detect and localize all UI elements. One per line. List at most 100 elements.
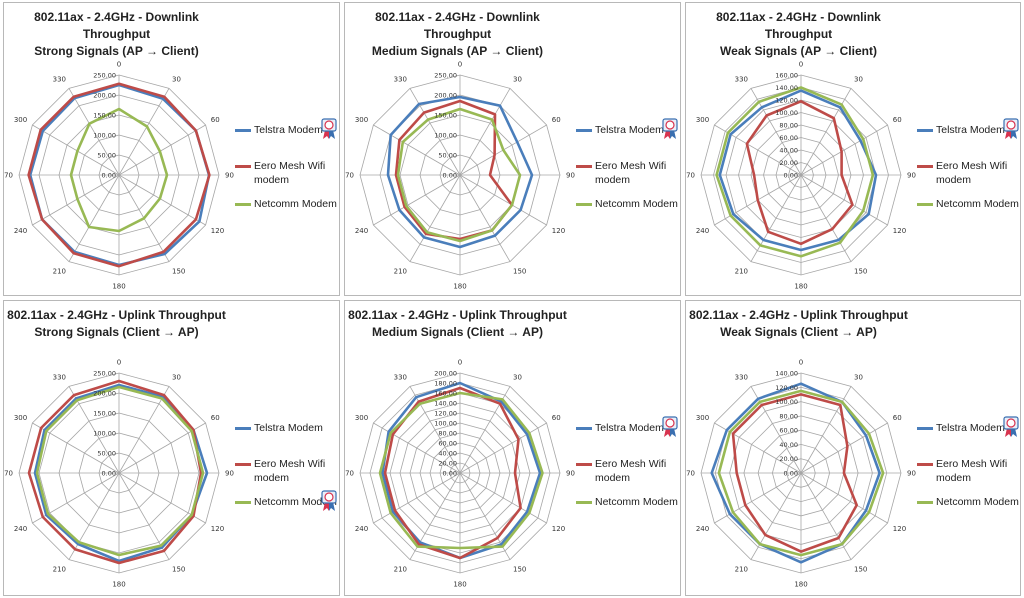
legend-label: Telstra Modem <box>254 124 323 136</box>
ribbon-right <box>670 428 676 437</box>
angle-label: 210 <box>53 268 66 276</box>
angle-label: 150 <box>513 566 526 574</box>
radial-tick-label: 100.00 <box>775 398 798 406</box>
chart-title: 802.11ax - 2.4GHz - Downlink Throughput S… <box>4 9 229 60</box>
legend-label: Eero Mesh Wifi modem <box>936 160 1008 186</box>
legend-swatch <box>235 427 251 430</box>
grid-spoke <box>459 174 547 226</box>
radial-tick-label: 250.00 <box>434 72 457 80</box>
radial-tick-label: 160.00 <box>775 72 798 80</box>
angle-label: 30 <box>513 373 522 381</box>
legend-label: Netcomm Modem <box>254 198 337 210</box>
legend-swatch <box>576 501 592 504</box>
grid-spoke <box>373 124 461 176</box>
radar-chart-panel: 802.11ax - 2.4GHz - Downlink Throughput W… <box>685 2 1021 296</box>
grid-spoke <box>409 88 461 176</box>
radial-tick-label: 0.00 <box>102 172 116 180</box>
grid-spoke <box>800 422 888 474</box>
angle-label: 90 <box>907 470 916 478</box>
angle-label: 300 <box>14 414 27 422</box>
radial-tick-label: 140.00 <box>775 370 798 378</box>
legend-swatch <box>917 463 933 466</box>
angle-label: 30 <box>854 373 863 381</box>
award-ribbon-icon <box>321 118 337 139</box>
chart-title: 802.11ax - 2.4GHz - Downlink Throughput W… <box>686 9 911 60</box>
angle-label: 270 <box>686 172 695 180</box>
grid-spoke <box>118 88 170 176</box>
angle-label: 210 <box>394 268 407 276</box>
angle-label: 90 <box>225 172 234 180</box>
legend-label: Eero Mesh Wifi modem <box>595 458 667 484</box>
angle-label: 180 <box>453 283 466 291</box>
legend-label: Telstra Modem <box>936 124 1005 136</box>
angle-label: 30 <box>513 75 522 83</box>
angle-label: 120 <box>211 525 224 533</box>
legend-label: Eero Mesh Wifi modem <box>595 160 667 186</box>
chart-title: 802.11ax - 2.4GHz - Uplink Throughput Med… <box>345 307 570 341</box>
chart-title-line1: 802.11ax - 2.4GHz - Downlink Throughput <box>716 10 881 41</box>
series-line-telstra <box>718 89 878 252</box>
badge-seal <box>1006 120 1016 130</box>
grid-spoke <box>800 472 888 524</box>
angle-label: 210 <box>735 268 748 276</box>
legend-label: Netcomm Modem <box>595 198 678 210</box>
grid-spoke <box>373 174 461 226</box>
angle-label: 90 <box>225 470 234 478</box>
legend-swatch <box>235 129 251 132</box>
award-ribbon-icon <box>321 490 337 511</box>
legend-swatch <box>576 427 592 430</box>
angle-label: 270 <box>686 470 695 478</box>
series-line-netcomm <box>378 391 544 550</box>
angle-label: 60 <box>552 116 561 124</box>
award-ribbon-icon <box>662 416 678 437</box>
ribbon-left <box>323 130 329 139</box>
radial-tick-label: 200.00 <box>434 92 457 100</box>
radial-tick-label: 150.00 <box>434 112 457 120</box>
angle-label: 270 <box>4 470 13 478</box>
radial-tick-label: 0.00 <box>784 172 798 180</box>
angle-label: 330 <box>53 373 66 381</box>
grid-spoke <box>118 124 206 176</box>
chart-title-line2: Weak Signals (AP → Client) <box>720 44 877 58</box>
ribbon-right <box>670 130 676 139</box>
angle-label: 0 <box>117 61 121 69</box>
angle-label: 60 <box>893 414 902 422</box>
radar-chart-panel: 802.11ax - 2.4GHz - Uplink Throughput Str… <box>3 300 340 596</box>
radial-tick-label: 40.00 <box>779 441 798 449</box>
legend-swatch <box>235 203 251 206</box>
radial-tick-label: 200.00 <box>93 92 116 100</box>
legend-swatch <box>576 463 592 466</box>
angle-label: 60 <box>893 116 902 124</box>
angle-label: 90 <box>907 172 916 180</box>
radial-tick-label: 100.00 <box>434 420 457 428</box>
radial-tick-label: 60.00 <box>779 427 798 435</box>
angle-label: 120 <box>552 227 565 235</box>
radial-tick-label: 100.00 <box>775 109 798 117</box>
legend-label: Eero Mesh Wifi modem <box>254 458 326 484</box>
series-line-netcomm <box>715 86 875 258</box>
grid-spoke <box>118 174 206 226</box>
ribbon-left <box>1005 428 1011 437</box>
angle-label: 0 <box>458 61 462 69</box>
radial-tick-label: 120.00 <box>775 97 798 105</box>
angle-label: 180 <box>794 581 807 589</box>
legend-label: Telstra Modem <box>254 422 323 434</box>
angle-label: 30 <box>172 373 181 381</box>
angle-label: 270 <box>345 470 354 478</box>
chart-title-line1: 802.11ax - 2.4GHz - Uplink Throughput <box>7 308 226 322</box>
ribbon-right <box>1011 428 1017 437</box>
badge-seal <box>665 418 675 428</box>
radial-tick-label: 0.00 <box>443 470 457 478</box>
angle-label: 60 <box>552 414 561 422</box>
chart-title-line2: Medium Signals (AP → Client) <box>371 44 544 58</box>
angle-label: 240 <box>696 227 709 235</box>
grid-spoke <box>459 174 511 262</box>
radial-tick-label: 140.00 <box>775 84 798 92</box>
chart-title-line2: Strong Signals (Client → AP) <box>34 325 199 339</box>
ribbon-right <box>329 502 335 511</box>
legend-label: Netcomm Modem <box>936 198 1019 210</box>
radial-tick-label: 50.00 <box>97 152 116 160</box>
series-line-eero <box>27 379 203 565</box>
legend-swatch <box>917 165 933 168</box>
angle-label: 180 <box>112 581 125 589</box>
